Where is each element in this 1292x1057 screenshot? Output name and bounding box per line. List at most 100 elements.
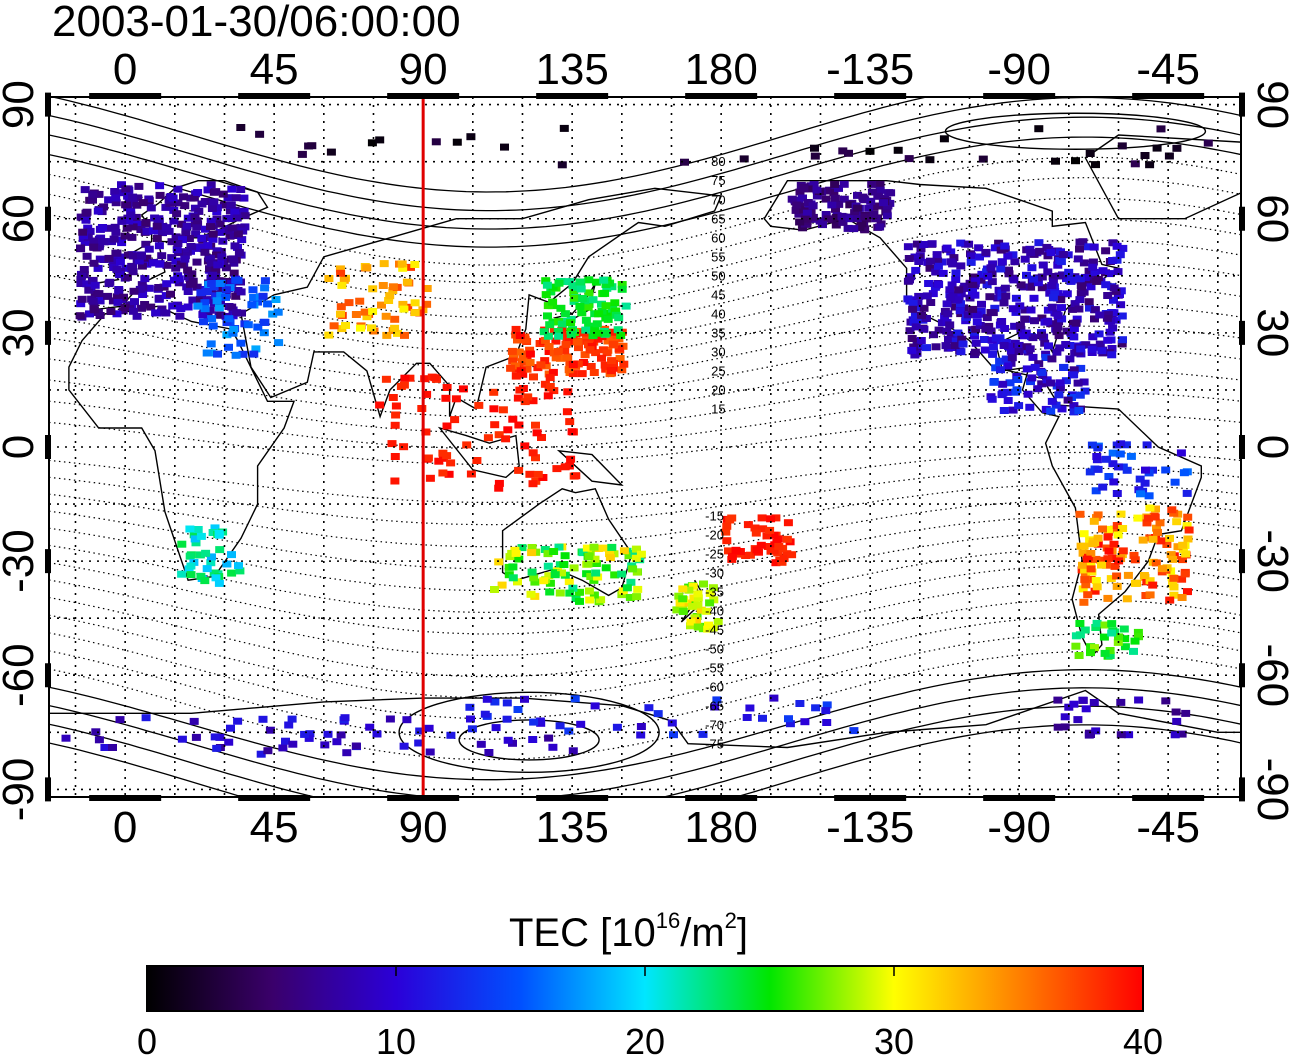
tec-pixel [575,278,585,286]
tec-pixel [237,309,246,317]
tec-pixel [1071,642,1081,650]
contour-label: 70 [711,192,725,207]
tec-pixel [140,275,150,283]
tec-pixel [1081,705,1091,713]
tec-pixel [1053,696,1063,704]
tec-pixel [1108,554,1118,562]
tec-pixel [1088,263,1098,271]
tec-pixel [1044,342,1053,350]
tec-pixel [608,340,618,348]
tec-pixel [109,235,119,243]
lon-tick-label: -45 [1136,803,1200,852]
tec-pixel [601,281,611,288]
tec-pixel [727,552,737,560]
frame-tick [1132,795,1205,801]
tec-pixel [1130,637,1140,645]
tec-pixel [368,307,378,315]
tec-pixel [231,351,241,359]
tec-pixel [1033,279,1043,287]
tec-pixel [467,725,477,733]
tec-pixel [572,338,582,346]
tec-pixel [1118,525,1128,532]
tec-pixel [442,384,452,391]
lon-ticks-bottom: 0 45 90 135 180 -135 -90 -45 [113,803,1200,852]
tec-pixel [423,454,433,462]
tec-pixel [560,463,570,471]
tec-pixel [1122,595,1132,603]
tec-pixel [979,336,989,343]
tec-pixel [226,724,235,732]
tec-pixel [1089,243,1099,251]
tec-pixel [1008,343,1018,350]
tec-pixel [1069,366,1079,374]
tec-pixel [565,589,575,597]
tec-pixel [903,295,913,303]
tec-pixel [584,587,594,595]
tec-pixel [93,207,103,215]
tec-pixel [211,574,221,582]
tec-pixel [986,264,996,272]
tec-pixel [956,300,965,308]
tec-pixel [185,552,195,560]
tec-pixel [1084,267,1094,275]
tec-pixel [503,736,513,744]
tec-pixel [332,738,342,746]
tec-pixel [1030,317,1039,325]
tec-pixel [189,531,199,539]
tec-pixel [450,416,460,424]
contour-label: 75 [711,173,725,188]
tec-pixel [1105,647,1115,654]
tec-pixel [271,296,281,303]
tec-pixel [390,315,400,323]
tec-pixel [171,264,181,272]
tec-pixel [1161,697,1171,705]
tec-pixel [910,312,920,320]
tec-pixel [1169,583,1179,591]
tec-pixel [140,301,150,308]
tec-pixel [1043,317,1053,325]
contour-line [49,177,1241,284]
tec-pixel [601,365,611,373]
tec-pixel [1136,490,1145,498]
tec-pixel [834,184,843,192]
tec-pixel [111,199,121,207]
tec-pixel [765,526,775,534]
tec-pixel [1116,731,1126,739]
tec-pixel [206,559,216,567]
tec-pixel [146,303,156,311]
tec-pixel [950,342,960,350]
tec-pixel [1075,238,1085,246]
tec-pixel [554,279,564,287]
tec-pixel [111,194,121,202]
tec-pixel [397,260,407,268]
tec-pixel [483,434,493,442]
tec-pixel [1109,540,1119,548]
tec-pixel [393,329,402,337]
tec-pixel [557,161,567,169]
tec-pixel [630,550,640,557]
tec-pixel [693,601,703,609]
tec-pixel [123,192,133,200]
tec-pixel [745,551,755,559]
tec-pixel [88,297,98,305]
tec-pixel [77,295,87,303]
tec-pixel [783,519,793,527]
contour-line [49,499,1241,570]
tec-pixel [218,237,228,245]
south-pole-contour [398,691,660,774]
tec-pixel [561,340,571,348]
tec-pixel [1164,152,1174,160]
tec-pixel [171,257,181,265]
tec-pixel [144,284,154,292]
tec-pixel [238,350,248,358]
tec-pixel [712,696,722,704]
tec-pixel [176,305,186,312]
tec-pixel [132,312,142,320]
tec-pixel [300,730,310,738]
tec-pixel [1083,591,1093,599]
tec-pixel [910,351,920,359]
tec-pixel [934,326,944,334]
tec-pixel [1087,441,1097,449]
tec-pixel [914,292,924,300]
tec-pixel [1077,283,1087,291]
